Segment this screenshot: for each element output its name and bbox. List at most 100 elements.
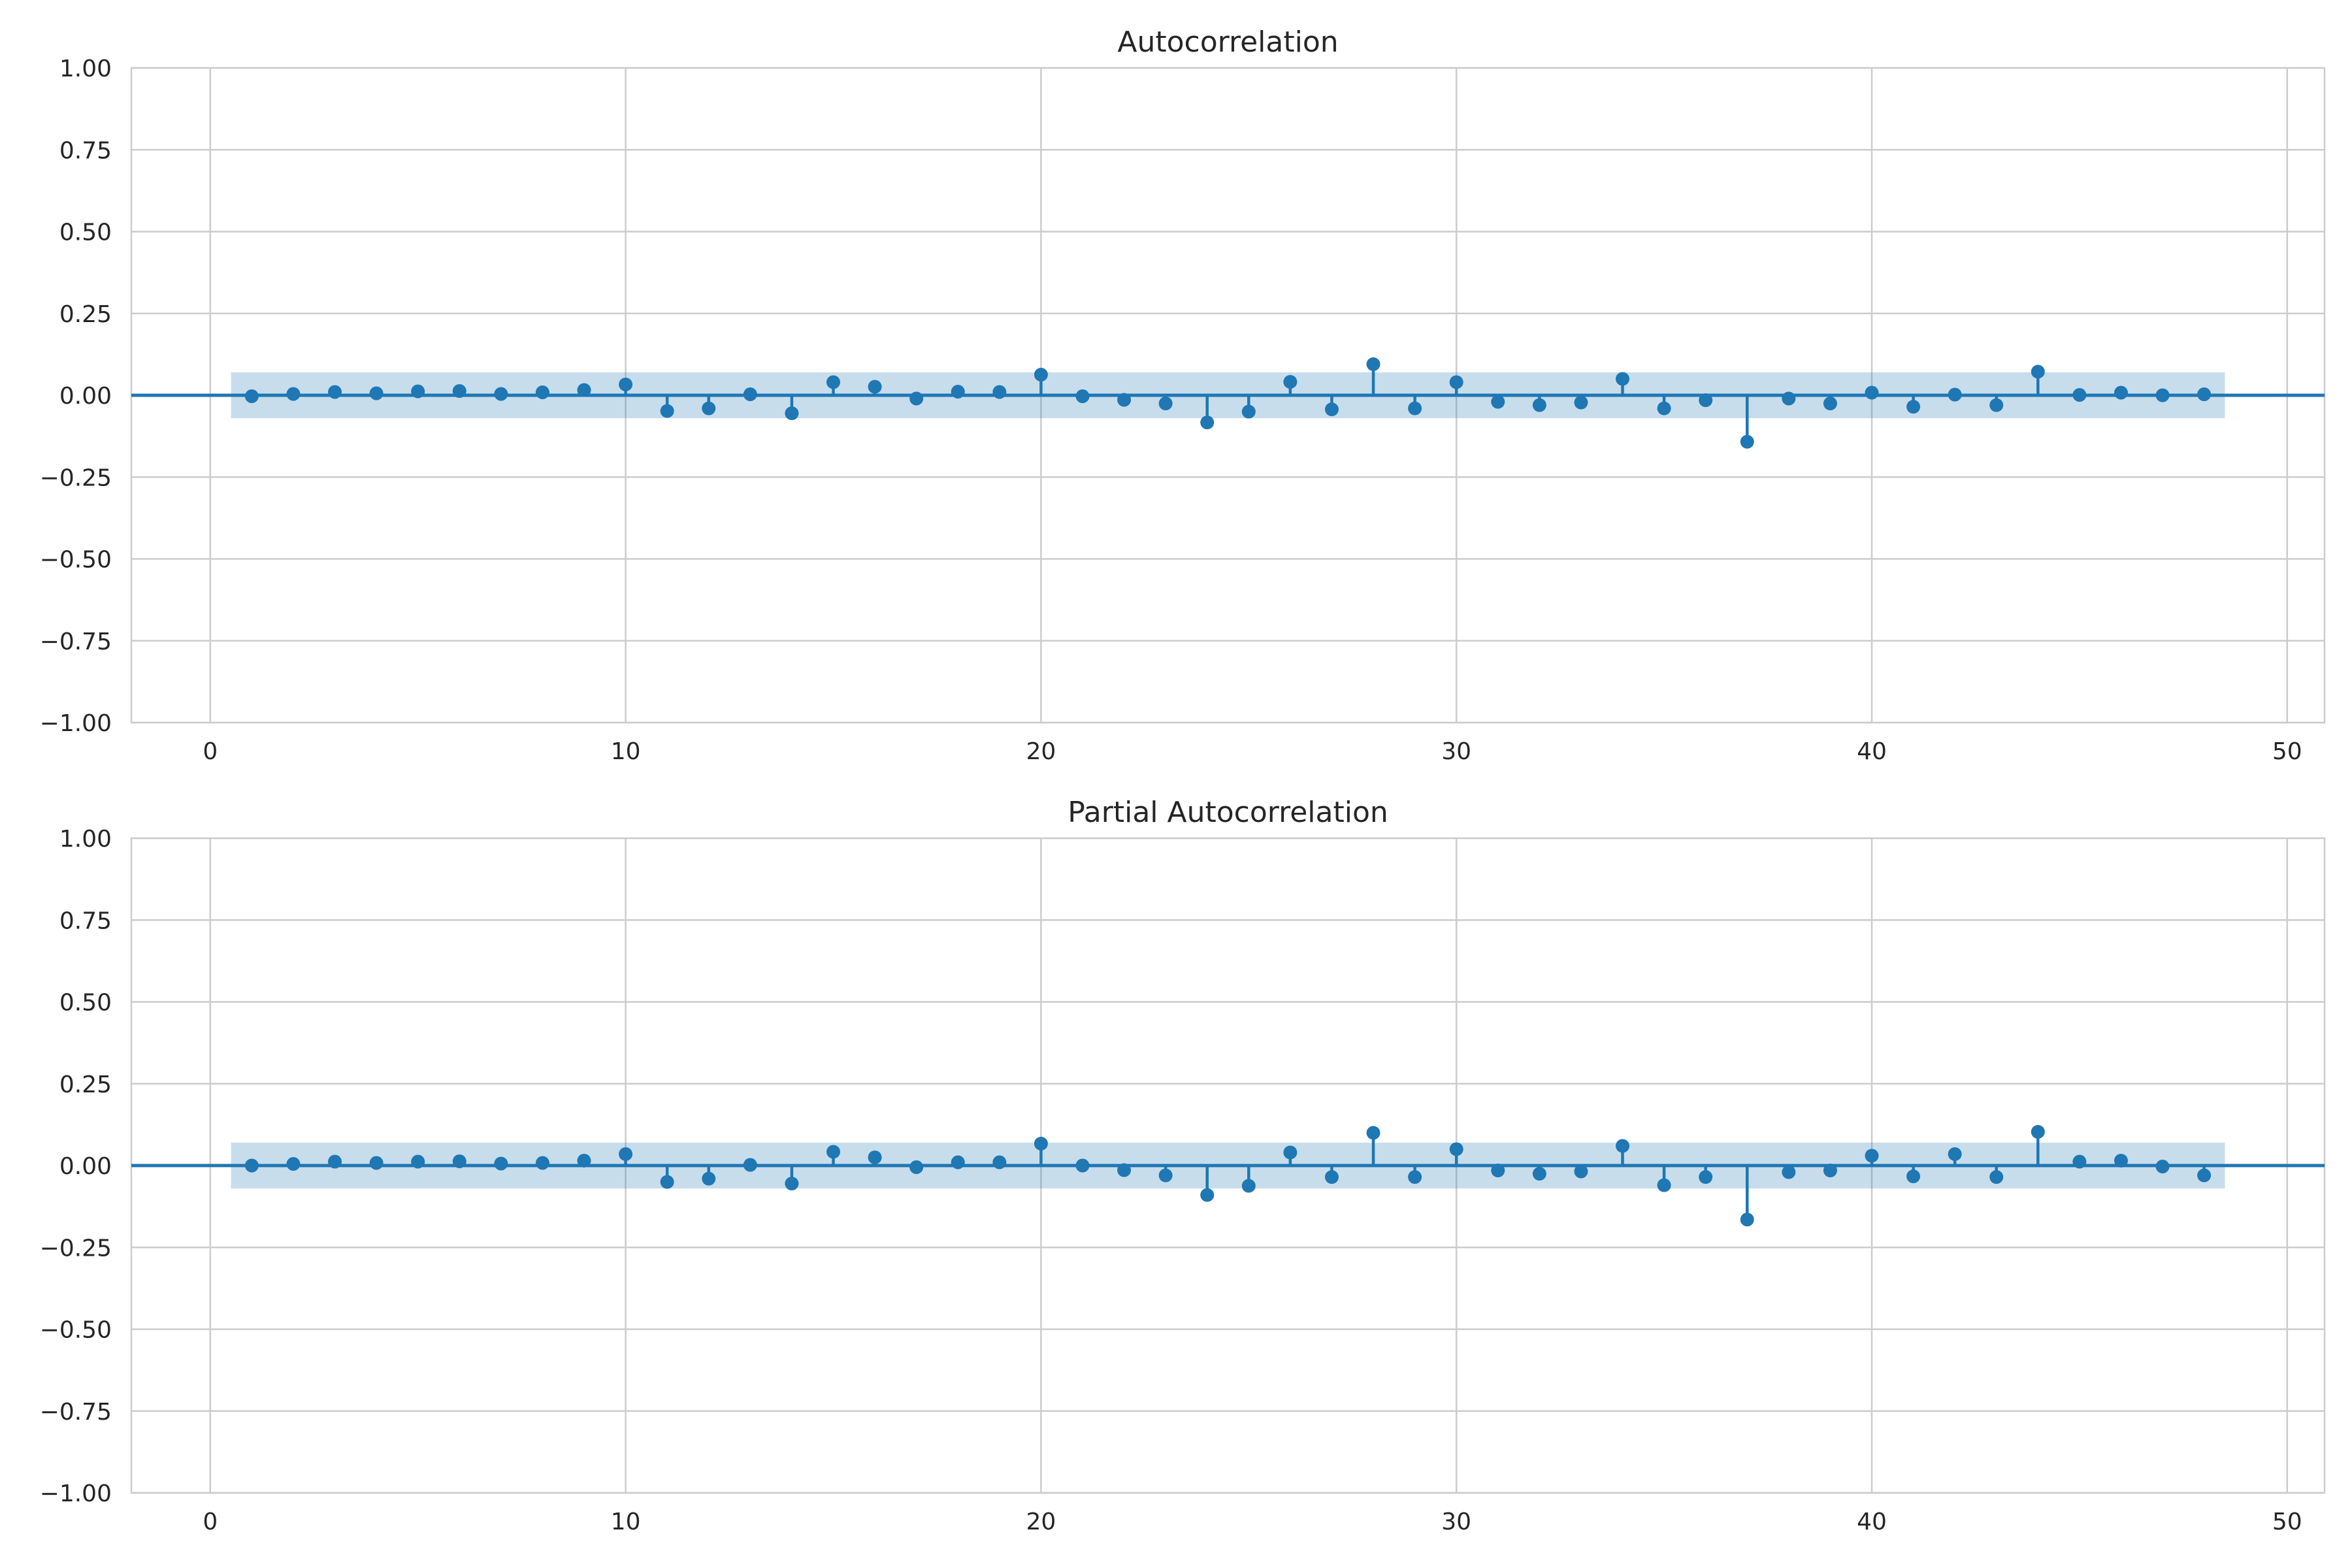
pacf-point: [244, 1158, 259, 1173]
acf-point: [1366, 357, 1380, 371]
pacf-point: [702, 1171, 716, 1186]
pacf-point: [2072, 1154, 2087, 1169]
pacf-point: [1865, 1149, 1879, 1163]
acf-point: [577, 383, 591, 397]
pacf-point: [1906, 1169, 1921, 1184]
acf-point: [702, 401, 716, 416]
acf-point: [1491, 395, 1505, 409]
pacf-point: [1449, 1142, 1463, 1156]
acf-point: [619, 377, 633, 391]
pacf-xtick-label: 10: [611, 1509, 641, 1535]
pacf-point: [286, 1156, 301, 1171]
pacf-ytick-label: −0.25: [40, 1235, 112, 1262]
pacf-point: [411, 1154, 425, 1169]
acf-point: [2072, 387, 2087, 402]
pacf-point: [1657, 1178, 1671, 1192]
pacf-point: [1117, 1163, 1132, 1177]
pacf-point: [1740, 1213, 1754, 1227]
pacf-point: [577, 1153, 591, 1168]
acf-point: [1324, 402, 1339, 417]
acf-ytick-label: 0.25: [59, 301, 112, 328]
pacf-ytick-label: 0.00: [59, 1153, 112, 1180]
acf-point: [2155, 388, 2170, 402]
pacf-point: [868, 1150, 882, 1164]
pacf-point: [743, 1158, 757, 1172]
pacf-point: [1241, 1179, 1256, 1193]
pacf-chart: 0 10 20 30 40 50 1.00 0.75 0.50 0.25 0.00 −0.25 −0.5…: [40, 796, 2326, 1535]
pacf-point: [1948, 1147, 1962, 1161]
acf-point: [951, 384, 965, 399]
acf-point: [1075, 389, 1090, 404]
pacf-xtick-label: 50: [2272, 1509, 2302, 1535]
pacf-point: [2114, 1153, 2128, 1168]
acf-point: [1034, 367, 1048, 382]
acf-point: [1200, 416, 1215, 430]
acf-point: [244, 389, 259, 404]
pacf-ytick-label: 0.25: [59, 1071, 112, 1098]
acf-point: [535, 385, 549, 399]
acf-point: [1532, 398, 1546, 412]
acf-ytick-label: −1.00: [40, 710, 112, 737]
pacf-point: [1823, 1164, 1837, 1178]
pacf-xtick-label: 0: [203, 1509, 218, 1535]
pacf-point: [2031, 1124, 2045, 1139]
acf-point: [1989, 398, 2004, 412]
pacf-point: [494, 1156, 508, 1171]
pacf-point: [1283, 1145, 1298, 1160]
pacf-xtick-label: 30: [1441, 1509, 1471, 1535]
acf-point: [785, 406, 799, 421]
pacf-point: [660, 1175, 674, 1189]
pacf-point: [535, 1156, 549, 1170]
acf-point: [411, 384, 425, 399]
acf-point: [1865, 385, 1879, 400]
pacf-point: [1699, 1170, 1713, 1184]
pacf-point: [1075, 1158, 1090, 1173]
acf-point: [1408, 401, 1422, 416]
acf-point: [1449, 375, 1463, 389]
pacf-point: [992, 1155, 1007, 1169]
pacf-point: [619, 1147, 633, 1161]
acf-point: [826, 375, 840, 389]
acf-point: [2114, 385, 2128, 400]
pacf-point: [2155, 1160, 2170, 1174]
acf-point: [328, 385, 342, 399]
acf-xtick-label: 10: [611, 738, 641, 765]
acf-chart-title: Autocorrelation: [1117, 25, 1338, 59]
pacf-point: [909, 1160, 924, 1175]
acf-ytick-label: 0.50: [59, 220, 112, 246]
acf-point: [1699, 393, 1713, 408]
acf-point: [1158, 397, 1173, 411]
acf-point: [1574, 395, 1588, 410]
pacf-point: [1158, 1168, 1173, 1183]
acf-xtick-label: 50: [2272, 738, 2302, 765]
acf-point: [1948, 387, 1962, 402]
acf-point: [743, 387, 757, 401]
acf-point: [1823, 397, 1837, 411]
acf-xtick-label: 0: [203, 738, 218, 765]
pacf-point: [1491, 1164, 1505, 1178]
pacf-point: [1989, 1170, 2004, 1184]
pacf-point: [1532, 1167, 1546, 1181]
pacf-point: [826, 1145, 840, 1159]
pacf-point: [369, 1156, 384, 1170]
acf-point: [909, 391, 924, 406]
pacf-point: [951, 1155, 965, 1169]
pacf-ytick-label: −1.00: [40, 1480, 112, 1507]
acf-ytick-label: −0.50: [40, 547, 112, 574]
acf-point: [286, 387, 301, 401]
pacf-ytick-label: −0.75: [40, 1399, 112, 1426]
pacf-point: [328, 1154, 342, 1169]
pacf-point: [1034, 1136, 1048, 1151]
acf-point: [1657, 401, 1671, 416]
pacf-ytick-label: 0.50: [59, 990, 112, 1017]
pacf-point: [1574, 1164, 1588, 1179]
acf-chart: 0 10 20 30 40 50 1.00 0.75 0.50 0.25 0.00 −0.25 −0.5…: [40, 25, 2326, 765]
acf-point: [1283, 374, 1298, 389]
acf-point: [1782, 391, 1796, 406]
acf-ytick-label: 1.00: [59, 56, 112, 82]
acf-point: [868, 380, 882, 394]
pacf-point: [1408, 1170, 1422, 1184]
acf-point: [369, 386, 384, 400]
pacf-point: [1324, 1170, 1339, 1184]
